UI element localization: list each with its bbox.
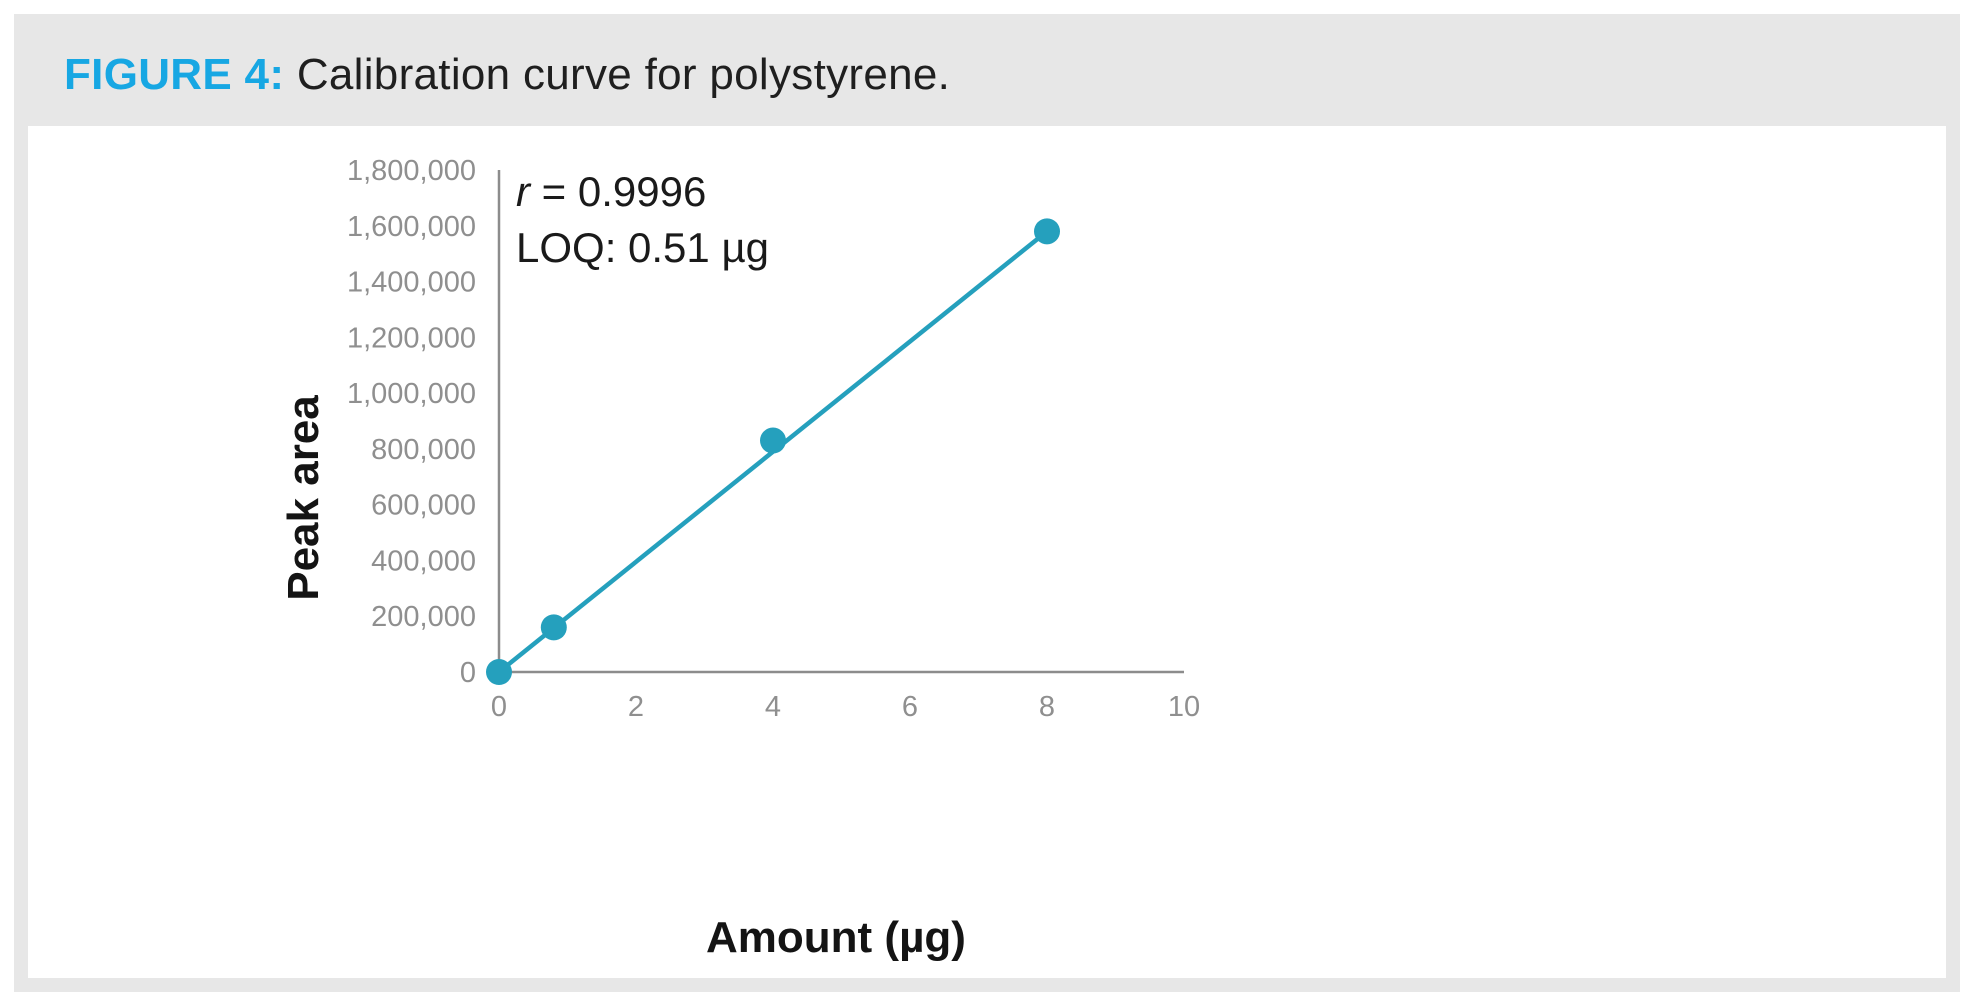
data-point	[486, 659, 512, 685]
series-polystyrene	[486, 218, 1060, 685]
r-annotation: r = 0.9996	[516, 168, 706, 215]
y-tick-label: 1,000,000	[347, 378, 476, 410]
x-axis-title: Amount (µg)	[706, 913, 966, 962]
x-tick-label: 0	[491, 691, 507, 723]
data-point	[760, 427, 786, 454]
x-axis: 0 2 4 6 8 10	[491, 670, 1200, 723]
figure-label: FIGURE 4:	[64, 50, 285, 99]
y-tick-label: 1,600,000	[347, 211, 476, 243]
y-tick-label: 1,800,000	[347, 155, 476, 187]
figure-frame: FIGURE 4: Calibration curve for polystyr…	[14, 14, 1960, 992]
y-axis: 0 200,000 400,000 600,000 800,000 1,000,000 1,…	[347, 155, 501, 689]
y-tick-label: 1,400,000	[347, 267, 476, 299]
x-tick-label: 10	[1168, 691, 1200, 723]
r-value: = 0.9996	[530, 168, 706, 215]
y-axis-title: Peak area	[279, 395, 328, 601]
x-tick-label: 2	[628, 691, 644, 723]
y-tick-label: 600,000	[371, 490, 476, 522]
data-point	[1034, 218, 1060, 245]
loq-annotation: LOQ: 0.51 µg	[516, 224, 769, 271]
x-tick-label: 6	[902, 691, 918, 723]
x-tick-label: 8	[1039, 691, 1055, 723]
y-tick-label: 800,000	[371, 434, 476, 466]
x-tick-label: 4	[765, 691, 781, 723]
figure-caption-text: Calibration curve for polystyrene.	[296, 50, 951, 99]
data-point	[540, 614, 567, 641]
y-tick-label: 400,000	[371, 545, 476, 577]
chart-panel: 0 200,000 400,000 600,000 800,000 1,000,000 1,…	[28, 126, 1946, 978]
y-tick-label: 200,000	[371, 601, 476, 633]
r-symbol: r	[516, 168, 532, 215]
y-tick-label: 0	[460, 657, 476, 689]
figure-caption: FIGURE 4: Calibration curve for polystyr…	[64, 50, 950, 100]
calibration-chart: 0 200,000 400,000 600,000 800,000 1,000,000 1,…	[279, 155, 1200, 962]
y-tick-label: 1,200,000	[347, 322, 476, 354]
